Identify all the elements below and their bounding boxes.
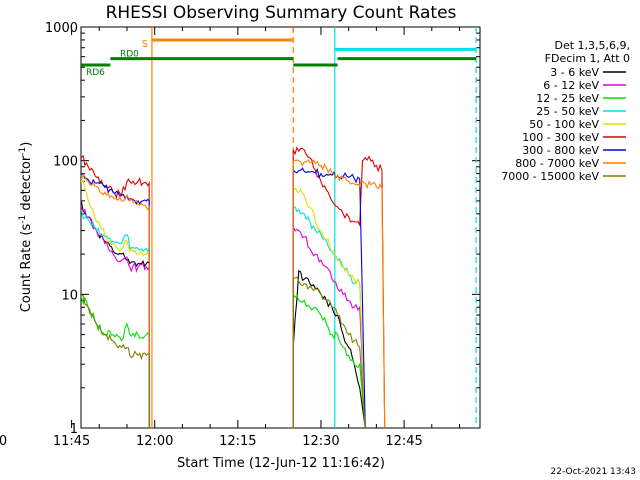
plot-content [81,27,477,428]
legend: Det 1,3,5,6,9,FDecim 1, Att 03 - 6 keV6 … [501,39,630,183]
x-tick-label: 11:30 [0,434,7,449]
legend-entry-label: 7000 - 15000 keV [501,170,599,183]
legend-header: FDecim 1, Att 0 [545,52,630,65]
series-line [81,173,150,428]
x-tick-label: 12:15 [219,434,256,449]
series-line [292,167,366,428]
x-tick-label: 12:30 [302,434,339,449]
y-tick-label: 1000 [45,21,78,36]
x-tick-label: 12:00 [136,434,173,449]
x-axis-label: Start Time (12-Jun-12 11:16:42) [177,456,385,471]
series-line [292,187,366,428]
legend-entry-label: 25 - 50 keV [536,105,599,118]
series-line [81,203,150,428]
series-line [81,154,150,428]
state-bar-label: RD6 [86,68,105,78]
plot-frame [80,26,481,429]
series-line [292,158,386,428]
legend-entry-label: 3 - 6 keV [550,66,599,79]
region-marker-label: S [142,39,148,50]
footer-date: 22-Oct-2021 13:43 [551,467,636,477]
legend-entry-label: 100 - 300 keV [522,131,599,144]
y-axis-label: Count Rate (s-1 detector-1) [18,142,34,313]
y-axis-label-mid: detector [19,155,34,215]
legend-entry-label: 12 - 25 keV [536,92,599,105]
y-axis-label-main: Count Rate (s [19,224,34,313]
y-tick-label: 10 [61,288,78,303]
series-line [292,206,366,428]
series-line [81,176,150,428]
series-line [81,294,150,428]
series-line [292,269,366,428]
x-tick-label: 11:45 [53,434,90,449]
series-line [81,295,150,428]
legend-entry-label: 50 - 100 keV [529,118,599,131]
state-bar-label: RD0 [120,50,139,60]
y-tick-label: 1 [70,422,78,437]
y-tick-label: 100 [53,155,78,170]
series-line [292,292,366,428]
legend-entry-label: 800 - 7000 keV [515,157,599,170]
series-line [81,209,150,428]
series-line [292,226,366,428]
plot-area: 11:30 11:45 12:00 12:15 12:30 12:45 1 10 100 1000… [0,21,481,449]
y-axis-label-sup2: -1 [18,147,28,156]
x-tick-label: 12:45 [385,434,422,449]
y-axis-label-end: ) [19,142,34,147]
series-line [292,276,366,428]
series-line [81,201,150,428]
chart-title: RHESSI Observing Summary Count Rates [106,3,457,23]
y-axis-label-sup1: -1 [18,215,28,224]
legend-entry-label: 300 - 800 keV [522,144,599,157]
series-line [292,146,386,428]
legend-entry-label: 6 - 12 keV [543,79,599,92]
legend-header: Det 1,3,5,6,9, [554,39,630,52]
series-line [81,173,150,428]
